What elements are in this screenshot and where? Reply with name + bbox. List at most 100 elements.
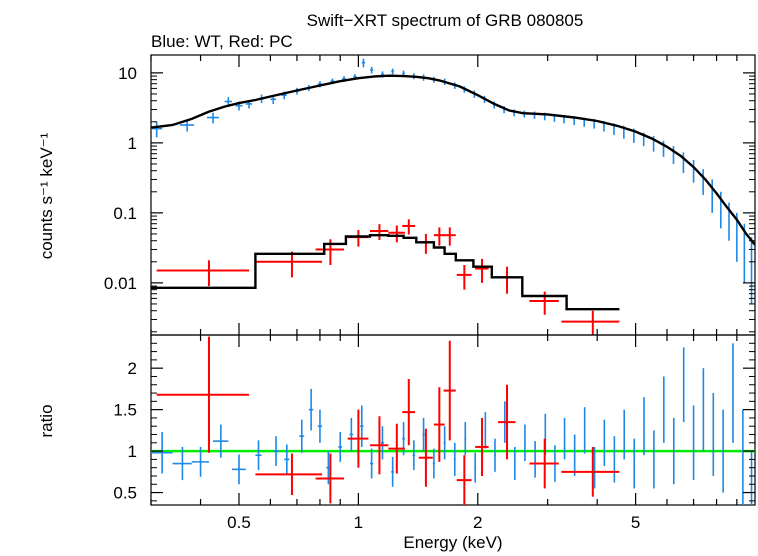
x-tick-label: 2 [473, 513, 482, 532]
ratio-wt-point [370, 448, 374, 479]
spectrum-pc-point [156, 260, 250, 287]
spectrum-wt-point [370, 66, 374, 74]
spectrum-pc-point [347, 229, 369, 247]
ratio-wt-point [360, 405, 364, 447]
ratio-wt-point [464, 422, 467, 456]
ratio-wt-point [391, 456, 395, 487]
ratio-wt-point [213, 424, 229, 458]
spectrum-y-tick-label: 0.01 [104, 274, 137, 293]
spectrum-pc-point [498, 266, 516, 294]
ratio-series-pc [156, 336, 620, 505]
spectrum-wt-point [662, 140, 665, 157]
spectrum-pc-point [402, 219, 416, 235]
ratio-wt-point [643, 397, 645, 456]
spectrum-wt-point [391, 68, 395, 75]
ratio-pc-point [529, 438, 559, 489]
ratio-wt-point [613, 436, 616, 483]
ratio-pc-point [255, 453, 323, 496]
spectrum-y-tick-label: 0.1 [113, 204, 137, 223]
ratio-wt-point [191, 446, 209, 477]
ratio-wt-point [443, 426, 446, 460]
ratio-wt-point [653, 430, 655, 489]
spectrum-pc-point [433, 227, 445, 246]
x-axis-label: Energy (keV) [403, 533, 502, 552]
ratio-pc-point [475, 417, 489, 476]
ratio-pc-point [156, 336, 250, 453]
ratio-wt-point [273, 436, 279, 467]
ratio-wt-point [380, 426, 384, 460]
spectrum-pc-point [456, 265, 472, 290]
spectrum-panel: 0.01 0.1 1 10 [104, 54, 756, 336]
ratio-wt-point [453, 442, 456, 476]
spectrum-y-axis-label: counts s⁻¹ keV⁻¹ [37, 132, 56, 259]
spectrum-wt-point [682, 152, 685, 174]
ratio-pc-point [388, 423, 405, 474]
spectrum-pc-point [475, 258, 489, 283]
ratio-wt-point [338, 432, 343, 462]
ratio-wt-point [524, 424, 526, 462]
ratio-wt-point [172, 446, 192, 481]
spectrum-wt-point [206, 112, 219, 124]
ratio-pc-point [443, 340, 456, 441]
ratio-wt-point [284, 444, 290, 475]
ratio-y-tick-label: 1.5 [113, 401, 137, 420]
ratio-pc-point [498, 384, 516, 460]
ratio-wt-point [563, 417, 566, 460]
ratio-wt-point [432, 448, 435, 479]
ratio-wt-point [308, 388, 314, 431]
ratio-wt-point [317, 409, 323, 443]
spectrum-panel-frame [150, 54, 756, 336]
x-tick-label: 1 [354, 513, 363, 532]
ratio-wt-point [663, 376, 665, 443]
spectrum-y-tick-label: 10 [118, 64, 137, 83]
spectrum-data [151, 58, 755, 335]
spectrum-wt-point [151, 121, 163, 138]
spectrum-pc-point [370, 224, 389, 240]
ratio-wt-point [672, 417, 675, 485]
ratio-y-tick-label: 2 [128, 359, 137, 378]
ratio-panel: 0.5 1 1.5 2 [113, 334, 756, 506]
wt-model-line [151, 74, 755, 246]
ratio-series-wt [151, 343, 753, 505]
ratio-wt-point [494, 438, 496, 472]
ratio-pc-point [456, 455, 472, 505]
ratio-pc-point [315, 453, 345, 504]
ratio-wt-point [593, 446, 596, 489]
ratio-wt-point [151, 432, 173, 474]
ratio-pc-point [418, 428, 433, 487]
ratio-wt-point [422, 417, 425, 452]
ratio-pc-point [402, 378, 416, 446]
spectrum-series-wt [151, 58, 753, 304]
ratio-pc-point [561, 446, 620, 497]
spectrum-pc-point [255, 251, 323, 278]
ratio-data [151, 336, 755, 505]
spectrum-pc-point [418, 233, 433, 254]
ratio-y-tick-label: 1 [128, 442, 137, 461]
ratio-y-axis-label: ratio [37, 404, 56, 437]
ratio-wt-point [412, 440, 416, 471]
ratio-wt-point [514, 446, 516, 481]
spectrum-y-tick-label: 1 [128, 134, 137, 153]
ratio-wt-point [231, 454, 246, 485]
chart-subtitle: Blue: WT, Red: PC [151, 32, 293, 51]
x-tick-label: 5 [631, 513, 640, 532]
ratio-wt-point [255, 440, 262, 471]
ratio-wt-point [484, 412, 487, 449]
ratio-pc-point [433, 387, 445, 462]
chart-title: Swift−XRT spectrum of GRB 080805 [307, 11, 584, 30]
ratio-wt-point [474, 452, 477, 483]
ratio-panel-frame [150, 334, 756, 506]
ratio-wt-point [534, 441, 536, 478]
ratio-wt-point [682, 347, 685, 423]
ratio-wt-point [633, 438, 636, 489]
spectrum-pc-point [561, 310, 620, 335]
ratio-wt-point [623, 409, 626, 460]
x-tick-label: 0.5 [227, 513, 251, 532]
ratio-wt-point [583, 407, 586, 454]
spectrum-pc-point [388, 225, 405, 243]
spectrum-series-pc [156, 219, 620, 335]
spectrum-pc-point [443, 227, 456, 246]
ratio-y-tick-label: 0.5 [113, 484, 137, 503]
ratio-wt-point [573, 434, 576, 476]
